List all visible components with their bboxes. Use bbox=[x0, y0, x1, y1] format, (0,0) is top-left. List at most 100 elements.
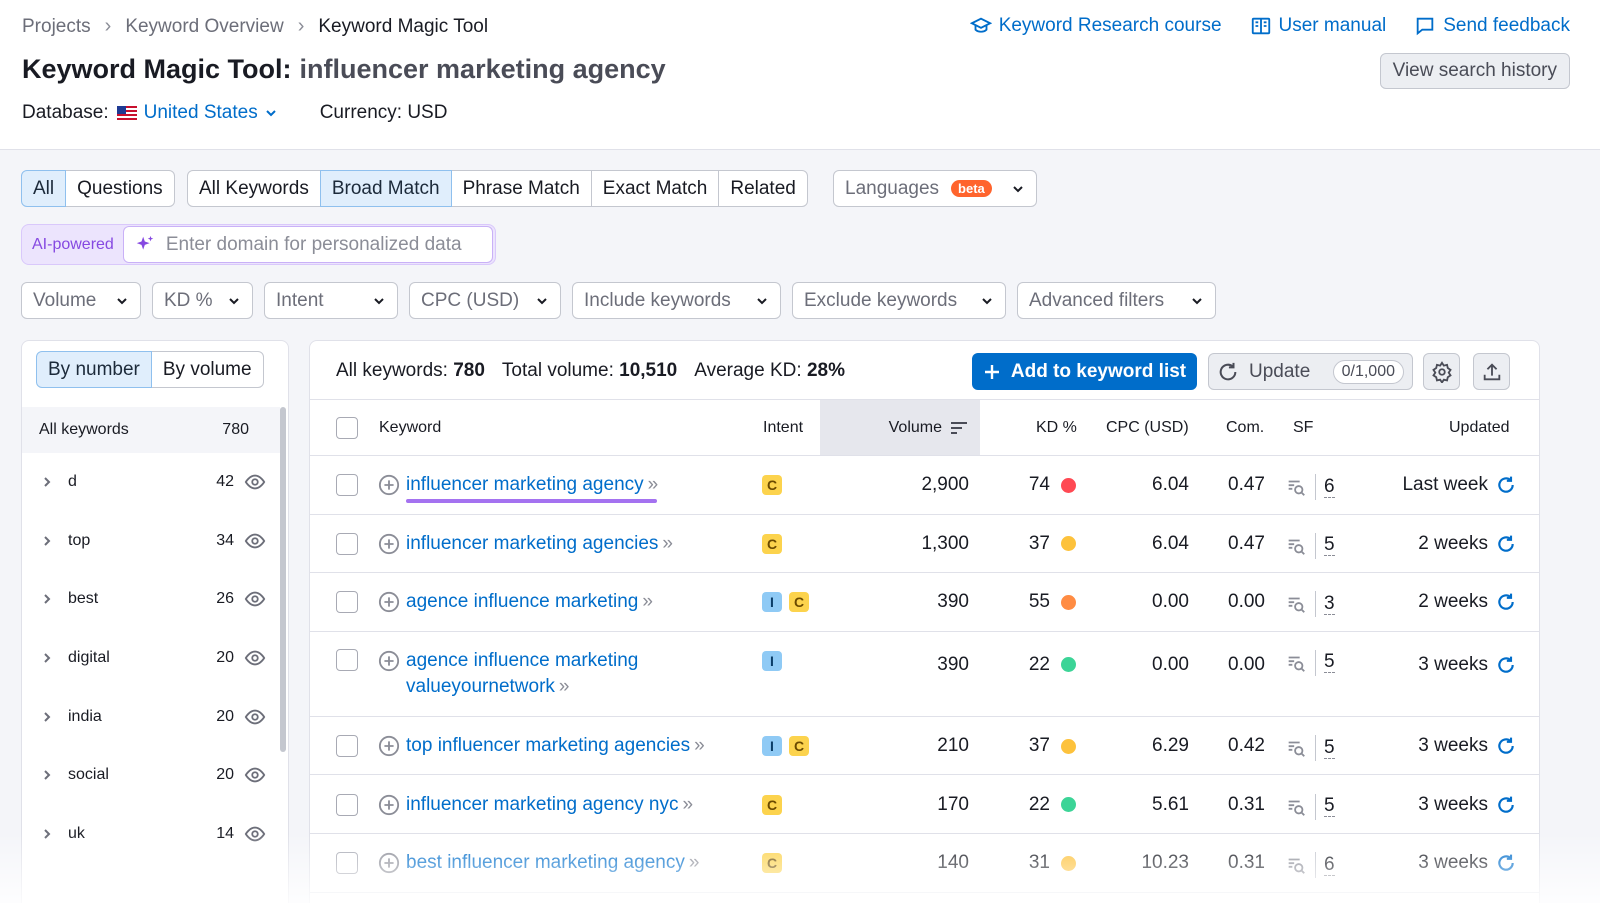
include-keywords-filter[interactable]: Include keywords bbox=[572, 282, 781, 319]
eye-icon[interactable] bbox=[244, 530, 266, 552]
group-item[interactable]: social 20 bbox=[22, 746, 280, 805]
domain-input[interactable] bbox=[165, 233, 486, 256]
advanced-filters[interactable]: Advanced filters bbox=[1017, 282, 1216, 319]
keyword-link[interactable]: top influencer marketing agencies» bbox=[406, 733, 705, 759]
row-checkbox[interactable] bbox=[336, 474, 358, 497]
sf-count[interactable]: 6 bbox=[1324, 475, 1335, 498]
tab-broad-match[interactable]: Broad Match bbox=[319, 170, 452, 207]
keyword-link[interactable]: agence influence marketing valueyournetwo… bbox=[406, 648, 638, 700]
keyword-link[interactable]: agence influence marketing» bbox=[406, 589, 653, 615]
row-checkbox[interactable] bbox=[336, 735, 358, 758]
column-volume[interactable]: Volume bbox=[820, 400, 980, 455]
cpc-filter[interactable]: CPC (USD) bbox=[409, 282, 561, 319]
double-chevron-icon[interactable]: » bbox=[647, 474, 659, 496]
plus-circle-icon[interactable] bbox=[378, 650, 400, 672]
group-item[interactable]: digital 20 bbox=[22, 629, 280, 688]
plus-circle-icon[interactable] bbox=[378, 852, 400, 874]
plus-circle-icon[interactable] bbox=[378, 794, 400, 816]
plus-circle-icon[interactable] bbox=[378, 735, 400, 757]
by-volume-toggle[interactable]: By volume bbox=[150, 351, 264, 388]
keyword-link[interactable]: best influencer marketing agency» bbox=[406, 850, 699, 876]
serp-features-icon[interactable] bbox=[1285, 854, 1307, 876]
keyword-link[interactable]: influencer marketing agency» bbox=[406, 472, 658, 498]
serp-features-icon[interactable] bbox=[1285, 593, 1307, 615]
refresh-icon[interactable] bbox=[1496, 736, 1516, 756]
keyword-link[interactable]: influencer marketing agencies» bbox=[406, 531, 673, 557]
chevron-right-icon[interactable] bbox=[40, 768, 54, 782]
eye-icon[interactable] bbox=[244, 588, 266, 610]
refresh-icon[interactable] bbox=[1496, 655, 1516, 675]
sf-count[interactable]: 5 bbox=[1324, 736, 1335, 759]
double-chevron-icon[interactable]: » bbox=[682, 793, 694, 815]
sf-count[interactable]: 3 bbox=[1324, 592, 1335, 615]
export-button[interactable] bbox=[1473, 353, 1510, 390]
row-checkbox[interactable] bbox=[336, 591, 358, 614]
column-updated[interactable]: Updated bbox=[1449, 418, 1510, 436]
serp-features-icon[interactable] bbox=[1285, 796, 1307, 818]
tab-all-keywords[interactable]: All Keywords bbox=[187, 170, 321, 207]
column-sf[interactable]: SF bbox=[1293, 418, 1314, 436]
chevron-right-icon[interactable] bbox=[40, 534, 54, 548]
update-button[interactable]: Update 0/1,000 bbox=[1208, 353, 1413, 390]
serp-features-icon[interactable] bbox=[1285, 737, 1307, 759]
eye-icon[interactable] bbox=[244, 647, 266, 669]
keyword-research-course-link[interactable]: Keyword Research course bbox=[969, 15, 1222, 37]
refresh-icon[interactable] bbox=[1496, 795, 1516, 815]
refresh-icon[interactable] bbox=[1496, 534, 1516, 554]
column-keyword[interactable]: Keyword bbox=[379, 418, 442, 436]
tab-questions[interactable]: Questions bbox=[65, 170, 175, 207]
settings-button[interactable] bbox=[1423, 353, 1460, 390]
tab-phrase-match[interactable]: Phrase Match bbox=[450, 170, 592, 207]
column-kd[interactable]: KD % bbox=[1036, 418, 1077, 436]
by-number-toggle[interactable]: By number bbox=[36, 351, 152, 388]
sf-count[interactable]: 5 bbox=[1324, 534, 1335, 557]
tab-all[interactable]: All bbox=[21, 170, 67, 207]
send-feedback-link[interactable]: Send feedback bbox=[1414, 15, 1570, 37]
row-checkbox[interactable] bbox=[336, 852, 358, 875]
column-com[interactable]: Com. bbox=[1226, 418, 1265, 436]
intent-filter[interactable]: Intent bbox=[264, 282, 398, 319]
chevron-right-icon[interactable] bbox=[40, 710, 54, 724]
serp-features-icon[interactable] bbox=[1285, 535, 1307, 557]
sf-count[interactable]: 6 bbox=[1324, 853, 1335, 876]
tab-related[interactable]: Related bbox=[718, 170, 808, 207]
breadcrumb-projects[interactable]: Projects bbox=[22, 15, 91, 37]
select-all-checkbox[interactable] bbox=[336, 416, 358, 439]
eye-icon[interactable] bbox=[244, 823, 266, 845]
all-keywords-group[interactable]: All keywords 780 bbox=[22, 407, 280, 453]
user-manual-link[interactable]: User manual bbox=[1250, 15, 1386, 37]
refresh-icon[interactable] bbox=[1496, 592, 1516, 612]
plus-circle-icon[interactable] bbox=[378, 533, 400, 555]
group-item[interactable]: india 20 bbox=[22, 687, 280, 746]
double-chevron-icon[interactable]: » bbox=[662, 532, 673, 554]
chevron-right-icon[interactable] bbox=[40, 592, 54, 606]
sf-count[interactable]: 5 bbox=[1324, 651, 1335, 674]
refresh-icon[interactable] bbox=[1496, 853, 1516, 873]
column-cpc[interactable]: CPC (USD) bbox=[1106, 418, 1189, 436]
double-chevron-icon[interactable]: » bbox=[694, 735, 705, 757]
sf-count[interactable]: 5 bbox=[1324, 795, 1335, 818]
exclude-keywords-filter[interactable]: Exclude keywords bbox=[792, 282, 1006, 319]
keyword-link[interactable]: influencer marketing agency nyc» bbox=[406, 792, 693, 818]
column-intent[interactable]: Intent bbox=[763, 418, 804, 436]
double-chevron-icon[interactable]: » bbox=[688, 852, 700, 874]
plus-circle-icon[interactable] bbox=[378, 474, 400, 496]
view-search-history-button[interactable]: View search history bbox=[1379, 53, 1570, 89]
chevron-right-icon[interactable] bbox=[40, 827, 54, 841]
eye-icon[interactable] bbox=[244, 764, 266, 786]
double-chevron-icon[interactable]: » bbox=[558, 675, 570, 697]
group-item[interactable]: best 26 bbox=[22, 570, 280, 629]
serp-features-icon[interactable] bbox=[1285, 476, 1307, 498]
eye-icon[interactable] bbox=[244, 471, 266, 493]
database-country-select[interactable]: United States bbox=[144, 102, 278, 124]
row-checkbox[interactable] bbox=[336, 793, 358, 816]
sidebar-scrollbar[interactable] bbox=[280, 407, 286, 752]
row-checkbox[interactable] bbox=[336, 648, 358, 671]
double-chevron-icon[interactable]: » bbox=[642, 591, 653, 613]
row-checkbox[interactable] bbox=[336, 532, 358, 555]
group-item[interactable]: d 42 bbox=[22, 453, 280, 512]
chevron-right-icon[interactable] bbox=[40, 651, 54, 665]
chevron-right-icon[interactable] bbox=[40, 475, 54, 489]
eye-icon[interactable] bbox=[244, 706, 266, 728]
languages-select[interactable]: Languages beta bbox=[833, 170, 1037, 207]
